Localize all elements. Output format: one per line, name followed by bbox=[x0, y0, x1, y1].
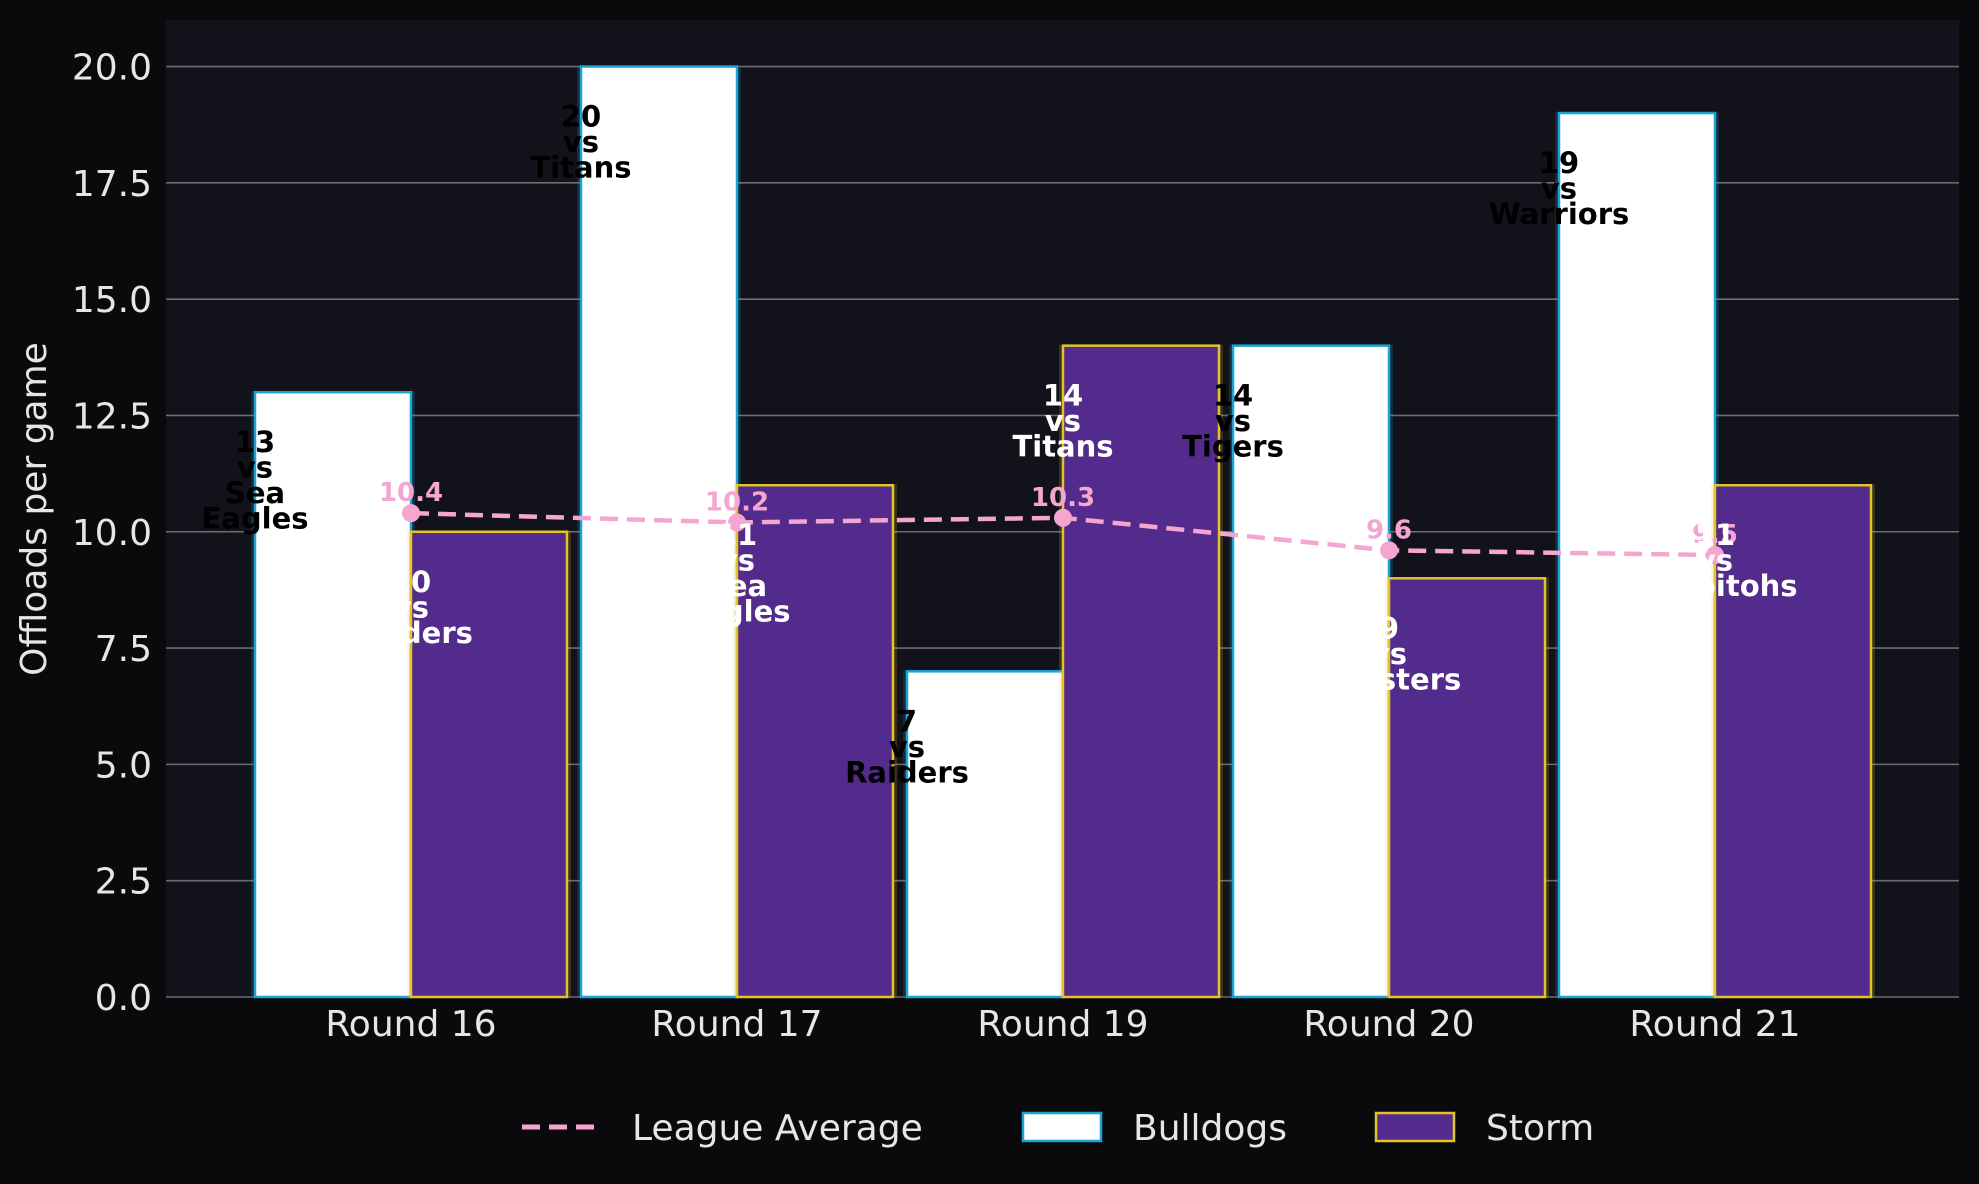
y-axis-label: Offloads per game bbox=[14, 342, 55, 676]
y-tick-label: 15.0 bbox=[72, 280, 152, 321]
x-tick-label: Round 19 bbox=[977, 1004, 1148, 1045]
legend-item-storm: Storm bbox=[1374, 1108, 1594, 1149]
bar-storm bbox=[1713, 483, 1873, 999]
legend-swatch bbox=[1021, 1111, 1103, 1143]
x-tick-label: Round 21 bbox=[1629, 1004, 1800, 1045]
average-value-label: 9.6 bbox=[1366, 515, 1412, 545]
y-tick-label: 17.5 bbox=[72, 164, 152, 205]
average-point bbox=[1054, 508, 1072, 527]
y-tick-label: 0.0 bbox=[95, 978, 152, 1019]
legend: League Average Bulldogs Storm bbox=[522, 1108, 1594, 1149]
legend-swatch bbox=[1374, 1111, 1456, 1143]
legend-label: League Average bbox=[632, 1108, 923, 1149]
average-value-label: 9.5 bbox=[1692, 520, 1738, 550]
bar-storm bbox=[735, 483, 895, 999]
bar-value-label: 19 vs Warriors bbox=[1489, 146, 1630, 231]
x-tick-label: Round 16 bbox=[325, 1004, 496, 1045]
bar-labels: 13 vs Sea Eagles 20 vs Titans 7 vs Raiders 14 vs Tig… bbox=[201, 100, 1797, 790]
bar-bulldogs bbox=[905, 670, 1065, 999]
y-tick-label: 7.5 bbox=[95, 629, 152, 670]
y-tick-label: 5.0 bbox=[95, 745, 152, 786]
legend-item-league-average: League Average bbox=[522, 1108, 923, 1149]
bar-storm bbox=[409, 530, 569, 999]
average-value-label: 10.4 bbox=[379, 478, 443, 508]
average-value-label: 10.3 bbox=[1031, 483, 1095, 513]
x-tick-label: Round 20 bbox=[1303, 1004, 1474, 1045]
y-tick-label: 10.0 bbox=[72, 513, 152, 554]
bar-value-label: 14 vs Tigers bbox=[1182, 379, 1284, 464]
average-point bbox=[728, 513, 746, 532]
bar-value-label: 9 vs Roosters bbox=[1317, 611, 1462, 696]
bar-value-label: 7 vs Raiders bbox=[845, 704, 969, 789]
bar-bulldogs bbox=[1231, 344, 1391, 999]
bar-value-label: 11 vs Sea Eagles bbox=[683, 518, 790, 629]
y-tick-label: 20.0 bbox=[72, 48, 152, 89]
bar-storm bbox=[1387, 577, 1547, 999]
x-axis-ticks: Round 16 Round 17 Round 19 Round 20 Round 21 bbox=[325, 1004, 1800, 1045]
average-point bbox=[1706, 546, 1724, 565]
bar-value-label: 10 vs Raiders bbox=[349, 565, 473, 650]
y-tick-label: 12.5 bbox=[72, 396, 152, 437]
legend-item-bulldogs: Bulldogs bbox=[1021, 1108, 1287, 1149]
y-axis-ticks: 0.0 2.5 5.0 7.5 10.0 12.5 15.0 17.5 20.0 bbox=[72, 48, 152, 1019]
bar-bulldogs bbox=[579, 65, 739, 999]
bar-value-label: 13 vs Sea Eagles bbox=[201, 425, 308, 536]
y-tick-label: 2.5 bbox=[95, 862, 152, 903]
average-point bbox=[402, 504, 420, 523]
bar-storm bbox=[1061, 344, 1221, 999]
bar-value-label: 14 vs Titans bbox=[1012, 379, 1113, 464]
bar-value-label: 20 vs Titans bbox=[530, 100, 631, 185]
average-point bbox=[1380, 541, 1398, 560]
legend-label: Bulldogs bbox=[1133, 1108, 1287, 1149]
x-tick-label: Round 17 bbox=[651, 1004, 822, 1045]
legend-label: Storm bbox=[1486, 1108, 1594, 1149]
bar-value-label: 11 vs Rabbitohs bbox=[1632, 518, 1797, 603]
average-value-label: 10.2 bbox=[705, 487, 769, 517]
bar-bulldogs bbox=[253, 390, 413, 999]
average-line: 10.4 10.2 10.3 9.6 9.5 bbox=[379, 478, 1738, 565]
